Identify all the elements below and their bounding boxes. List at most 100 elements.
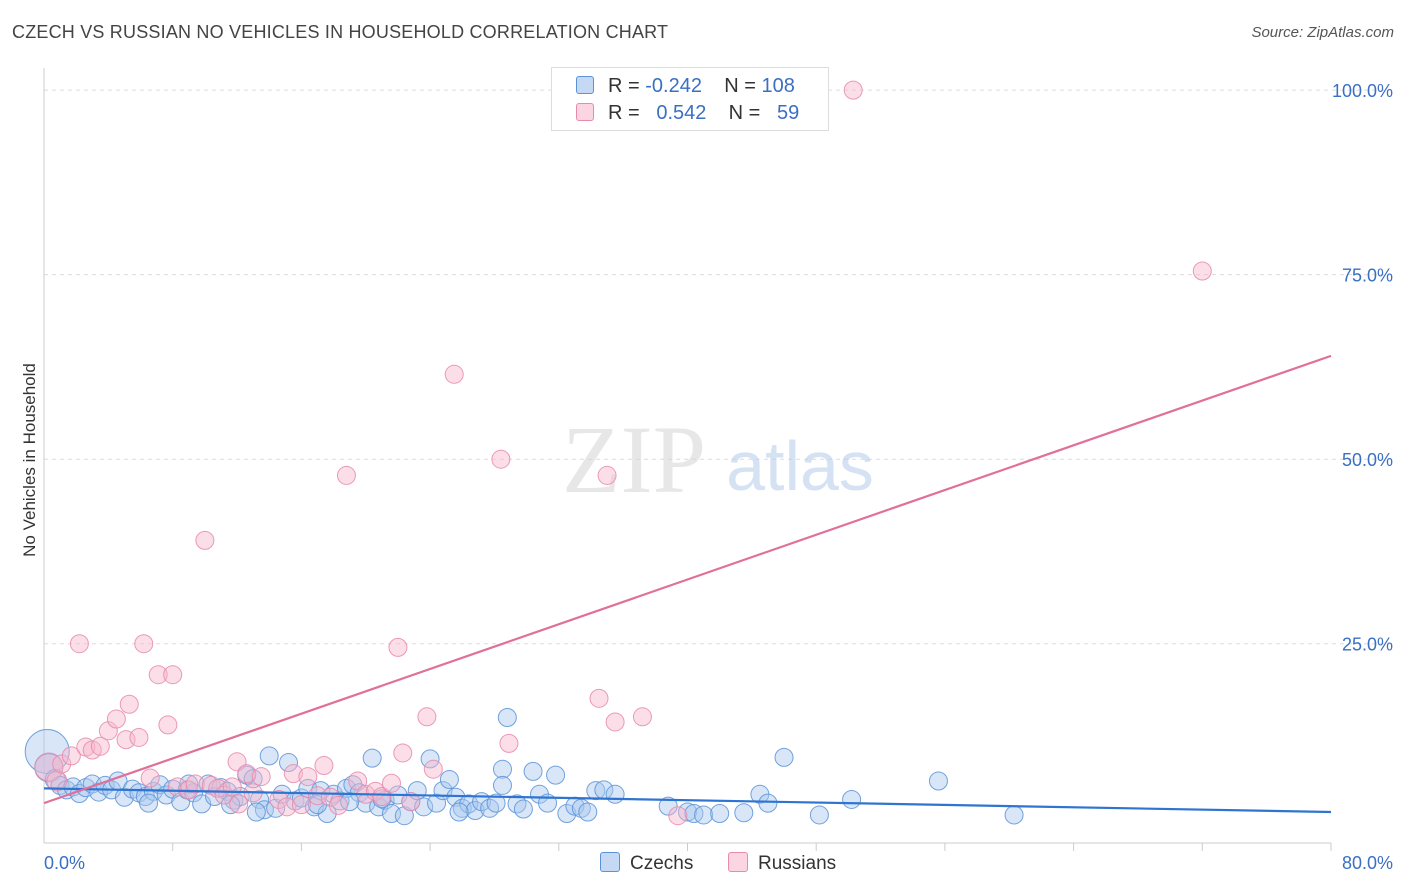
russians-point <box>298 767 318 787</box>
russians-point <box>90 736 110 756</box>
x-tick-label: 0.0% <box>44 853 85 873</box>
legend-row-russians: R = 0.542 N = 59 <box>576 102 799 125</box>
czechs-point <box>605 784 625 804</box>
watermark: ZIP atlas <box>562 406 874 513</box>
watermark-atlas: atlas <box>726 427 874 505</box>
czechs-point <box>139 793 159 813</box>
czechs-point <box>492 759 512 779</box>
russians-point <box>605 712 625 732</box>
czechs-point <box>758 793 778 813</box>
czechs-point <box>420 749 440 769</box>
czechs-point <box>694 805 714 825</box>
czechs-trend-line <box>43 787 1332 814</box>
czechs-point <box>734 803 754 823</box>
russians-point <box>365 781 385 801</box>
russians-point <box>444 364 464 384</box>
russians-point <box>283 764 303 784</box>
czechs-point <box>486 793 506 813</box>
russians-point <box>423 759 443 779</box>
legend-item-czechs[interactable]: Czechs <box>600 852 693 875</box>
czechs-point <box>684 803 704 823</box>
czechs-point <box>480 798 500 818</box>
czechs-point <box>928 771 948 791</box>
czechs-point <box>362 748 382 768</box>
russians-point <box>1192 261 1212 281</box>
tick-labels: 25.0% 50.0% 75.0% 100.0% 0.0% 80.0% <box>44 81 1393 873</box>
czechs-point <box>507 794 527 814</box>
russians-point <box>401 792 421 812</box>
russians-n-value: 59 <box>777 102 800 124</box>
y-tick-label: 50.0% <box>1342 450 1393 470</box>
russians-point <box>843 80 863 100</box>
czechs-point <box>523 761 543 781</box>
russians-point <box>632 707 652 727</box>
russians-point <box>185 774 205 794</box>
russians-point <box>140 768 160 788</box>
y-tick-label: 75.0% <box>1342 266 1393 286</box>
y-tick-label: 100.0% <box>1332 81 1393 101</box>
russians-trend-line <box>43 354 1332 805</box>
russians-point <box>229 794 249 814</box>
russians-point <box>417 707 437 727</box>
russians-point <box>251 767 271 787</box>
czechs-point <box>259 746 279 766</box>
czechs-point <box>658 796 678 816</box>
russians-point <box>237 764 257 784</box>
russians-swatch <box>576 103 594 121</box>
russians-point <box>106 709 126 729</box>
czechs-point <box>243 769 263 789</box>
legend-item-russians[interactable]: Russians <box>728 852 836 875</box>
czechs-point <box>427 793 447 813</box>
russians-point <box>277 797 297 817</box>
russians-point <box>61 746 81 766</box>
russians-point <box>222 777 242 797</box>
russians-point <box>597 465 617 485</box>
n-label: N = <box>724 75 756 97</box>
y-tick-label: 25.0% <box>1342 635 1393 655</box>
czechs-n-value: 108 <box>761 75 795 97</box>
russians-point <box>134 634 154 654</box>
russians-point <box>52 754 72 774</box>
watermark-zip: ZIP <box>562 406 706 513</box>
russians-point <box>393 743 413 763</box>
russians-point <box>589 688 609 708</box>
czechs-point <box>578 802 598 822</box>
russians-point <box>148 665 168 685</box>
russians-point <box>163 665 183 685</box>
russians-point <box>491 449 511 469</box>
r-label: R = <box>608 75 640 97</box>
czechs-point <box>129 783 149 803</box>
russians-r-value: 0.542 <box>656 102 707 124</box>
czechs-point <box>414 797 434 817</box>
czechs-point <box>678 802 697 822</box>
czechs-point <box>114 787 134 807</box>
russians-point <box>499 733 519 753</box>
czechs-point <box>340 792 360 812</box>
czechs-point <box>513 799 533 819</box>
czechs-point <box>179 774 199 794</box>
czechs-swatch <box>576 76 594 94</box>
russians-point <box>158 715 178 735</box>
czechs-point <box>710 803 730 823</box>
legend-row-czechs: R = -0.242 N = 108 <box>576 75 795 98</box>
russians-series <box>34 80 1212 826</box>
czechs-r-value: -0.242 <box>645 75 702 97</box>
czechs-point <box>279 753 299 773</box>
russians-point <box>388 637 408 657</box>
source-label: Source: ZipAtlas.com <box>1251 24 1394 41</box>
czechs-point <box>492 775 512 795</box>
russians-point <box>336 465 356 485</box>
czechs-point <box>246 802 266 822</box>
czechs-legend-swatch <box>600 852 620 872</box>
russians-point <box>381 773 401 793</box>
russians-point <box>291 795 311 815</box>
czechs-point <box>809 805 829 825</box>
russians-point <box>129 727 149 747</box>
czechs-point <box>774 747 794 767</box>
russians-point <box>69 634 89 654</box>
russians-legend-swatch <box>728 852 748 872</box>
czechs-point <box>449 802 469 822</box>
russians-point <box>34 752 64 782</box>
czechs-point <box>546 765 566 785</box>
russians-point <box>98 721 118 741</box>
